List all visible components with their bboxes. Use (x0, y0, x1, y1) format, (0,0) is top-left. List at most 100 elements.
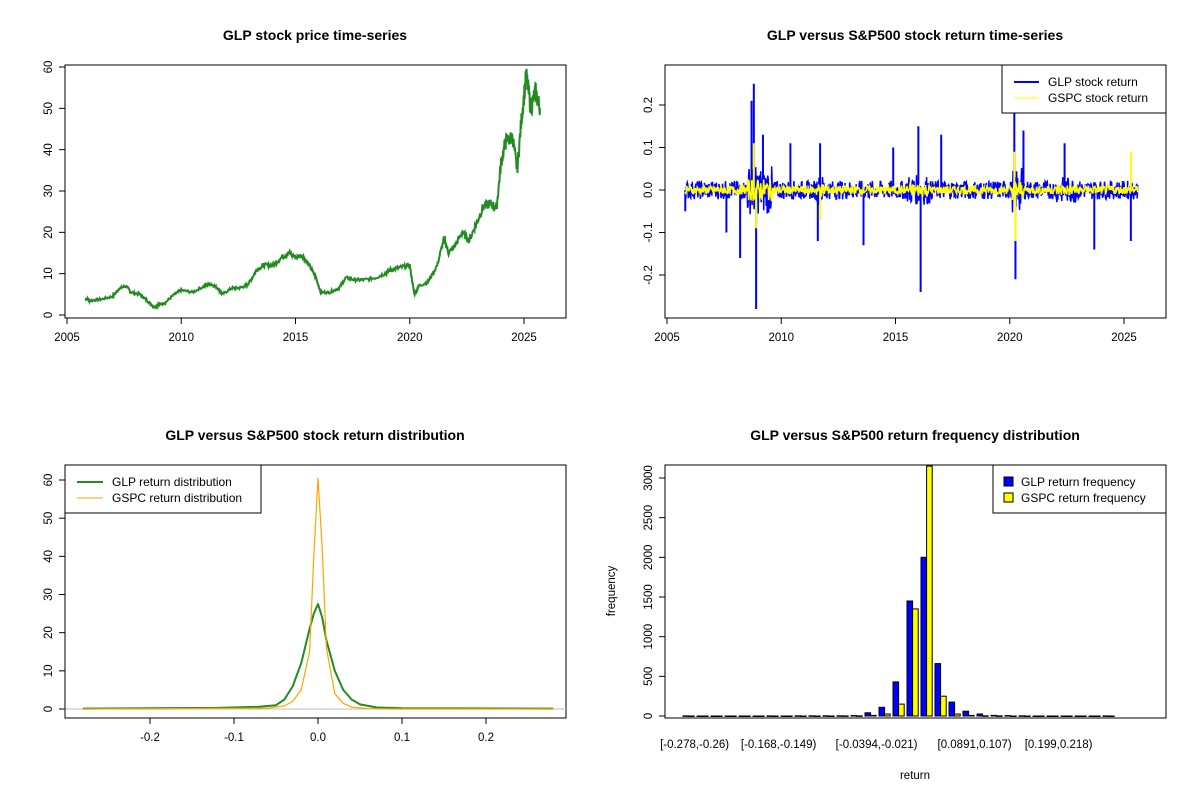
y-tick-label: 0.1 (643, 140, 655, 156)
y-tick-label: 0 (43, 312, 55, 318)
x-tick-label: 0.0 (310, 732, 326, 744)
plot-area (84, 68, 541, 311)
bar-gspc (898, 703, 905, 717)
bar-glp (990, 714, 998, 717)
y-tick-label: 10 (43, 267, 55, 280)
bar-glp (710, 715, 718, 717)
legend-label-gspc: GSPC stock return (1048, 91, 1148, 105)
bar-gspc (800, 715, 807, 717)
y-tick-label: 20 (43, 626, 55, 639)
legend: GLP return distribution GSPC return dist… (64, 464, 262, 514)
bar-gspc (1024, 715, 1031, 717)
panel-return-histogram: GLP versus S&P500 return frequency distr… (606, 427, 1167, 782)
bar-glp (1074, 715, 1082, 717)
bar-gspc (926, 465, 933, 717)
y-tick-label: 50 (43, 512, 55, 525)
y-tick-label: 60 (43, 61, 55, 74)
y-tick-label: 2500 (643, 505, 655, 531)
y-tick-label: 30 (43, 588, 55, 601)
legend-swatch-gspc (1003, 492, 1014, 503)
bar-gspc (716, 715, 723, 717)
x-tick-label: 2025 (511, 332, 537, 344)
bar-gspc (996, 715, 1003, 717)
legend-label-glp: GLP return distribution (112, 475, 232, 489)
bar-gspc (702, 715, 709, 717)
bar-glp (766, 715, 774, 717)
series-line-glp-price (84, 68, 541, 311)
y-tick-label: 0 (43, 706, 55, 712)
y-tick-label: -0.2 (643, 265, 655, 285)
x-axis-label: return (900, 770, 930, 782)
legend-label-gspc: GSPC return distribution (112, 491, 242, 505)
y-axis: -0.2 -0.1 0.0 0.1 0.2 (643, 97, 666, 285)
chart-title: GLP versus S&P500 stock return distribut… (165, 427, 464, 443)
bar-gspc (1038, 715, 1045, 717)
x-tick-label: 2020 (997, 332, 1023, 344)
bar-gspc (1066, 715, 1073, 717)
bar-gspc (870, 714, 877, 717)
x-axis: -0.2 -0.1 0.0 0.1 0.2 (140, 717, 494, 744)
bar-glp (850, 715, 858, 717)
y-tick-label: 30 (43, 185, 55, 198)
series-line-gspc-density (82, 477, 554, 710)
bar-glp (752, 715, 760, 717)
bar-glp (906, 600, 914, 717)
chart-title: GLP stock price time-series (223, 27, 407, 43)
bar-gspc (730, 715, 737, 717)
y-tick-label: 0 (643, 713, 655, 719)
x-tick-label: 0.1 (394, 732, 410, 744)
x-tick-label: 2010 (768, 332, 794, 344)
legend-label-glp: GLP stock return (1048, 75, 1138, 89)
bar-gspc (814, 715, 821, 717)
panel-price-timeseries: GLP stock price time-series 2005 2010 2015… (43, 27, 567, 344)
bar-glp (682, 715, 690, 717)
bar-glp (794, 715, 802, 717)
y-tick-label: 40 (43, 143, 55, 156)
x-tick-label: 0.2 (478, 732, 494, 744)
x-axis: [-0.278,-0.26) [-0.168,-0.149) [-0.0394,-0… (660, 739, 1093, 751)
y-tick-label: 1500 (643, 584, 655, 610)
bar-gspc (982, 715, 989, 717)
bar-glp (836, 715, 844, 717)
legend-label-gspc: GSPC return frequency (1021, 491, 1146, 505)
bar-glp (724, 715, 732, 717)
bar-gspc (884, 713, 891, 717)
bar-glp (780, 715, 788, 717)
legend: GLP stock return GSPC stock return (1001, 64, 1167, 114)
y-tick-label: 60 (43, 474, 55, 487)
x-axis: 2005 2010 2015 2020 2025 (54, 317, 537, 344)
y-tick-label: 0.0 (643, 182, 655, 198)
bar-gspc (968, 714, 975, 717)
y-tick-label: 10 (43, 664, 55, 677)
y-tick-label: 40 (43, 550, 55, 563)
panel-return-distribution: GLP versus S&P500 stock return distribut… (43, 427, 567, 744)
x-tick-label: 2010 (168, 332, 194, 344)
bar-gspc (786, 715, 793, 717)
bar-gspc (856, 715, 863, 717)
bar-glp (1004, 715, 1012, 717)
bar-glp (1102, 715, 1110, 717)
bar-gspc (772, 715, 779, 717)
x-axis: 2005 2010 2015 2020 2025 (654, 317, 1137, 344)
legend-box (1001, 64, 1167, 114)
y-axis: 0 10 20 30 40 50 60 (43, 474, 66, 712)
bar-gspc (842, 715, 849, 717)
x-tick-label: 2025 (1111, 332, 1137, 344)
x-tick-label: 2020 (397, 332, 423, 344)
x-tick-label: [0.199,0.218) (1025, 739, 1093, 751)
legend: GLP return frequency GSPC return frequen… (992, 464, 1167, 514)
y-tick-label: 50 (43, 102, 55, 115)
bar-glp (738, 715, 746, 717)
series-line-glp-return (684, 166, 1139, 215)
x-tick-label: [-0.278,-0.26) (660, 739, 729, 751)
bar-glp (1088, 715, 1096, 717)
bar-glp (822, 715, 830, 717)
x-tick-label: -0.1 (224, 732, 244, 744)
bar-gspc (1010, 715, 1017, 717)
bar-gspc (954, 713, 961, 717)
y-tick-label: -0.1 (643, 223, 655, 243)
x-tick-label: 2015 (283, 332, 309, 344)
bar-glp (976, 713, 984, 717)
bar-gspc (1108, 715, 1115, 717)
